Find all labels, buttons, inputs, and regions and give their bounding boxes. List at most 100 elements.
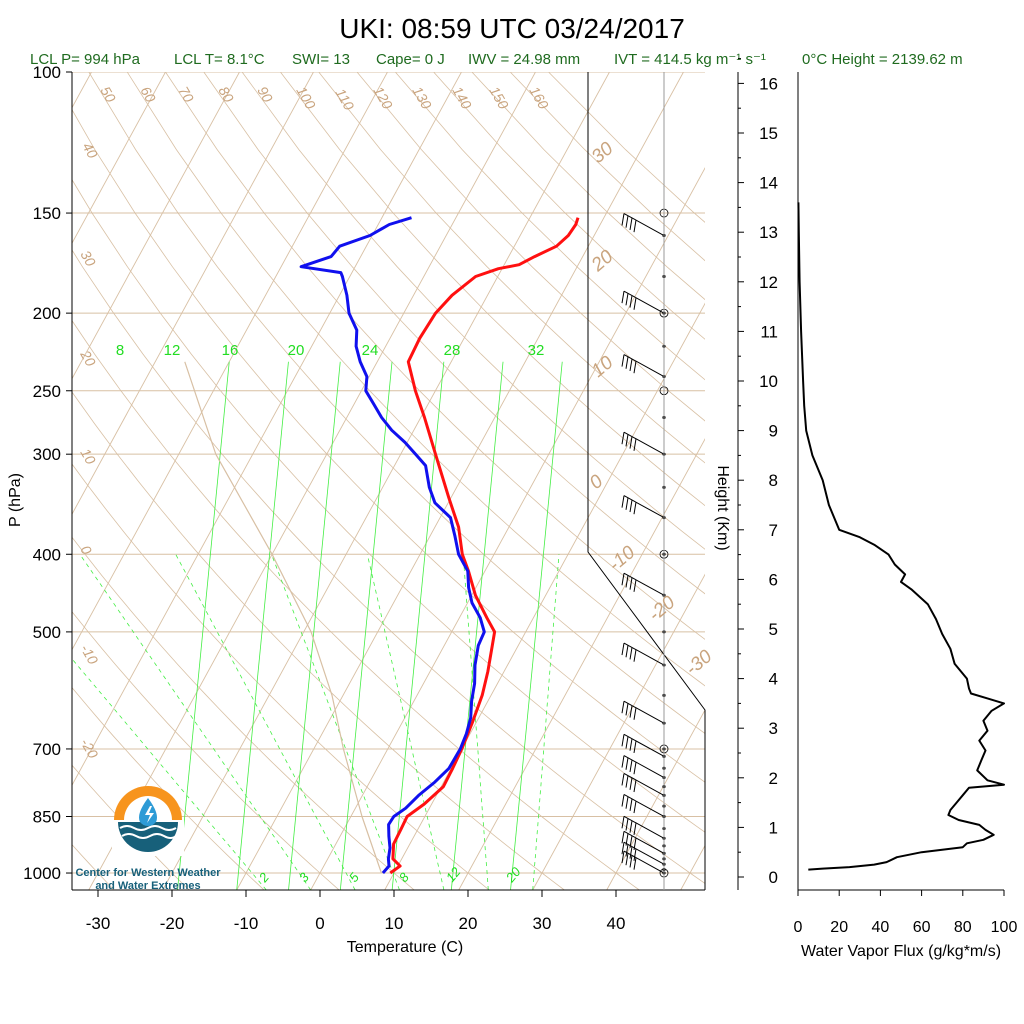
dry-adiabat-line bbox=[356, 72, 705, 422]
wind-barb bbox=[621, 850, 665, 874]
dry-adiabat-line bbox=[72, 178, 705, 833]
height-tick-label: 10 bbox=[759, 372, 778, 391]
temperature-tick-label: 30 bbox=[533, 914, 552, 933]
temperature-tick-label: 20 bbox=[459, 914, 478, 933]
mixing-ratio-label: 8 bbox=[116, 342, 124, 359]
pressure-tick-label: 100 bbox=[33, 63, 61, 82]
stat-iwv: IWV = 24.98 mm bbox=[468, 51, 580, 68]
pressure-tick-label: 200 bbox=[33, 304, 61, 323]
stat-cape: Cape= 0 J bbox=[376, 51, 445, 68]
pressure-tick-label: 700 bbox=[33, 740, 61, 759]
isotherm-label: 30 bbox=[77, 248, 99, 270]
parcel-path-line bbox=[184, 361, 382, 874]
isotherm-label: 130 bbox=[409, 84, 435, 112]
moist-adiabat-line bbox=[462, 554, 489, 890]
stat-ivt: IVT = 414.5 kg m⁻¹ s⁻¹ bbox=[614, 51, 766, 68]
wind-barb bbox=[621, 354, 665, 377]
pressure-tick-label: 250 bbox=[33, 382, 61, 401]
wind-barb bbox=[621, 431, 665, 455]
mixing-ratio-line bbox=[339, 361, 393, 890]
mixing-ratio-label: 16 bbox=[222, 342, 239, 359]
height-tick-label: 2 bbox=[769, 769, 778, 788]
pressure-tick-label: 500 bbox=[33, 623, 61, 642]
dry-adiabat-line bbox=[126, 72, 705, 687]
x-axis-label: Temperature (C) bbox=[347, 939, 463, 956]
isotherm-line bbox=[458, 438, 705, 890]
mixing-ratio-line bbox=[236, 361, 289, 890]
theta-label: 20 bbox=[587, 246, 618, 277]
flux-tick-label: 0 bbox=[794, 919, 803, 936]
skewt-frame bbox=[71, 72, 706, 891]
height-tick-label: 14 bbox=[759, 174, 778, 193]
pressure-tick-label: 1000 bbox=[23, 864, 61, 883]
height-tick-label: 8 bbox=[769, 471, 778, 490]
temperature-tick-label: -10 bbox=[234, 914, 259, 933]
flux-tick-label: 80 bbox=[954, 919, 972, 936]
flux-tick-label: 40 bbox=[872, 919, 890, 936]
dry-adiabat-line bbox=[72, 463, 490, 890]
dry-adiabat-line bbox=[548, 72, 705, 223]
mixing-ratio-label: 20 bbox=[288, 342, 305, 359]
isotherm-line bbox=[755, 72, 1024, 890]
isotherm-label: 120 bbox=[370, 84, 396, 112]
dry-adiabat-line bbox=[394, 72, 705, 381]
isotherm-label: 100 bbox=[293, 84, 319, 112]
pressure-tick-label: 300 bbox=[33, 445, 61, 464]
isotherm-label: -10 bbox=[77, 642, 101, 668]
dry-adiabat-line bbox=[72, 536, 415, 890]
theta-label: 10 bbox=[588, 352, 618, 382]
flux-profile bbox=[797, 202, 1005, 871]
theta-label: 30 bbox=[588, 138, 618, 168]
height-tick-label: 6 bbox=[769, 570, 778, 589]
height-tick-label: 1 bbox=[769, 818, 778, 837]
stat-lcl-t: LCL T= 8.1°C bbox=[174, 51, 265, 68]
height-tick-label: 13 bbox=[759, 223, 778, 242]
height-axis-label: Height (Km) bbox=[714, 465, 731, 550]
moist-adiabat-line bbox=[79, 554, 312, 890]
isotherm-label: 10 bbox=[77, 446, 99, 468]
mixing-ratio-label: 32 bbox=[528, 342, 545, 359]
barb-panel-border bbox=[587, 72, 706, 890]
height-tick-label: 5 bbox=[769, 620, 778, 639]
mixing-ratio-line bbox=[288, 361, 341, 890]
isotherm-line bbox=[88, 72, 536, 890]
wind-barb bbox=[621, 815, 665, 839]
wind-barb bbox=[621, 830, 665, 854]
mixing-ratio-label: 28 bbox=[444, 342, 461, 359]
mixing-ratio-label: 12 bbox=[164, 342, 181, 359]
isotherm-line bbox=[532, 573, 705, 890]
isotherm-line bbox=[72, 72, 314, 516]
isotherm-label: 0 bbox=[77, 543, 95, 558]
mixing-ratio-label: 20 bbox=[502, 864, 524, 886]
line-labels: 50 60 70 80 90 100 110 120 130 140 150 160403020100… bbox=[77, 84, 717, 886]
mixing-ratio-label: 8 bbox=[396, 869, 413, 885]
stats-line: LCL P= 994 hPa LCL T= 8.1°C SWI= 13 Cape… bbox=[30, 51, 963, 68]
dry-adiabat-line bbox=[72, 764, 190, 890]
dry-adiabat-line bbox=[471, 72, 705, 301]
flux-tick-label: 100 bbox=[991, 919, 1018, 936]
height-tick-label: 4 bbox=[769, 670, 778, 689]
isotherm-line bbox=[72, 72, 388, 651]
wind-barb bbox=[621, 755, 665, 778]
isotherm-label: 80 bbox=[215, 84, 237, 106]
stat-zero-height: 0°C Height = 2139.62 m bbox=[802, 51, 963, 68]
stat-swi: SWI= 13 bbox=[292, 51, 350, 68]
mixing-ratio-line bbox=[450, 361, 504, 890]
flux-tick-label: 20 bbox=[830, 919, 848, 936]
temperature-tick-label: 10 bbox=[385, 914, 404, 933]
temperature-line bbox=[389, 217, 580, 875]
dry-adiabat-line bbox=[280, 72, 705, 507]
wind-barb bbox=[621, 290, 665, 314]
dry-adiabat-line bbox=[72, 108, 705, 783]
sounding-profiles bbox=[184, 216, 580, 875]
cw3e-logo: Center for Western Weather and Water Ext… bbox=[75, 786, 221, 892]
isotherm-line bbox=[72, 72, 462, 787]
mixing-ratio-label: 2 bbox=[255, 869, 272, 886]
height-tick-label: 12 bbox=[759, 273, 778, 292]
isotherm-label: 70 bbox=[175, 84, 197, 106]
isotherm-line bbox=[72, 72, 240, 380]
logo-line-2: and Water Extremes bbox=[95, 880, 200, 892]
moist-adiabat-line bbox=[366, 554, 445, 890]
height-tick-label: 3 bbox=[769, 719, 778, 738]
